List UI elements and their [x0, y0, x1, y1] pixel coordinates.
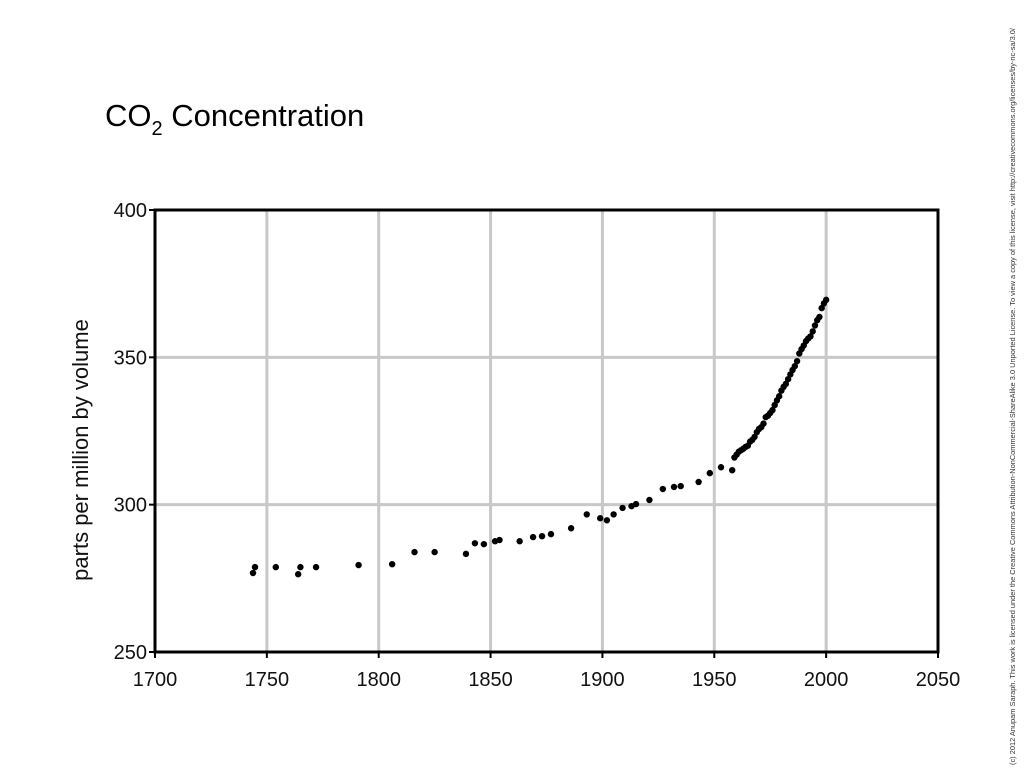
x-tick-label: 1800 — [356, 669, 401, 691]
data-point — [312, 563, 320, 571]
data-point — [677, 482, 684, 490]
data-point — [462, 550, 470, 558]
data-point — [583, 511, 590, 518]
y-tick-label: 350 — [114, 347, 147, 369]
data-point — [251, 563, 259, 571]
data-point — [411, 548, 418, 556]
data-point — [793, 357, 801, 365]
data-point — [355, 561, 362, 569]
data-point — [811, 322, 819, 329]
data-point — [431, 548, 438, 556]
data-point — [646, 496, 653, 504]
data-point — [547, 530, 555, 538]
data-point — [807, 333, 814, 340]
data-point — [775, 393, 783, 400]
credit: (c) 2012 Anupam Saraph. This work is lic… — [1010, 28, 1017, 765]
x-tick-label: 1950 — [692, 669, 737, 691]
data-point — [603, 517, 611, 524]
data-point — [388, 560, 396, 568]
data-point — [769, 406, 776, 414]
data-point — [822, 296, 830, 304]
x-tick-label: 1900 — [580, 669, 625, 691]
data-point — [670, 483, 678, 491]
x-tick-label: 1850 — [468, 669, 513, 691]
data-point — [659, 485, 667, 493]
plot-frame — [153, 208, 940, 654]
data-point — [567, 525, 575, 532]
data-point — [728, 466, 736, 474]
data-point — [809, 328, 816, 335]
data-point — [538, 532, 546, 540]
x-tick-label: 1700 — [133, 669, 178, 691]
data-point — [760, 420, 767, 427]
x-tick-label: 2050 — [916, 669, 961, 691]
data-point — [249, 569, 257, 577]
data-point — [596, 515, 604, 522]
y-tick-label: 300 — [114, 495, 147, 517]
data-point — [619, 504, 626, 512]
data-point — [695, 478, 702, 486]
data-point — [791, 362, 799, 370]
data-point — [471, 540, 479, 547]
data-point — [480, 540, 488, 548]
data-point — [297, 563, 304, 571]
data-point — [610, 511, 617, 518]
data-point — [717, 464, 725, 471]
title-subscript: 2 — [152, 118, 163, 140]
data-point — [294, 571, 302, 578]
data-point — [496, 536, 503, 544]
y-axis-label: parts per million by volume — [68, 319, 93, 581]
data-point — [816, 313, 823, 321]
y-tick-label: 400 — [114, 200, 147, 222]
title-part: CO — [105, 98, 152, 133]
data-point — [706, 469, 714, 477]
data-point — [632, 500, 640, 508]
data-point — [272, 563, 280, 571]
x-tick-label: 1750 — [245, 669, 290, 691]
data-point — [529, 533, 537, 541]
data-point — [516, 538, 523, 545]
x-tick-label: 2000 — [804, 669, 849, 691]
y-tick-label: 250 — [114, 642, 147, 664]
chart-title: CO2 Concentration — [105, 98, 364, 140]
title-part: Concentration — [163, 98, 365, 133]
